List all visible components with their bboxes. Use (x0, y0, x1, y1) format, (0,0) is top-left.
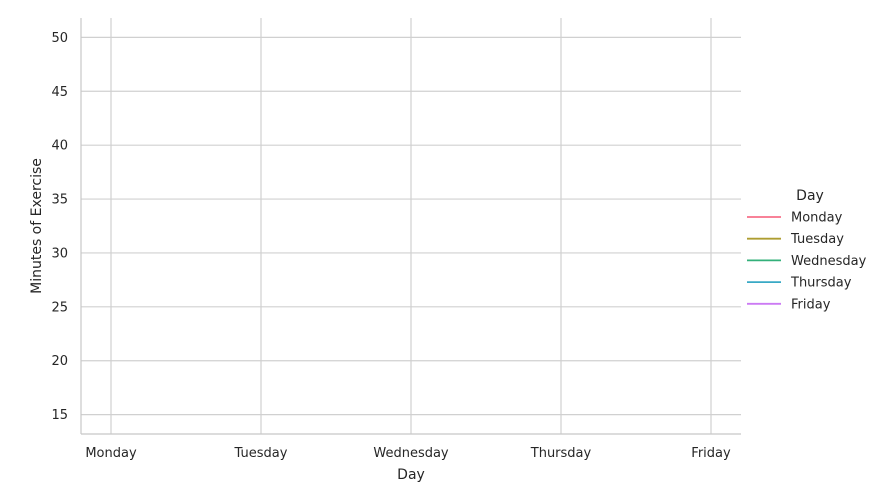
y-tick-label: 40 (51, 139, 68, 154)
x-axis-label: Day (397, 467, 425, 483)
y-tick-label: 45 (51, 85, 68, 100)
legend-entry-label: Wednesday (791, 254, 867, 269)
legend-entry-label: Tuesday (790, 232, 844, 247)
axes-spines (80, 18, 741, 435)
x-tick-label: Thursday (530, 446, 592, 461)
legend-title: Day (796, 188, 824, 204)
x-tick-label: Tuesday (234, 446, 288, 461)
y-axis-label: Minutes of Exercise (29, 158, 45, 294)
grid-layer (81, 18, 741, 434)
y-tick-label: 35 (51, 193, 68, 208)
y-tick-label: 50 (51, 31, 68, 46)
x-tick-label: Monday (85, 446, 137, 461)
legend-entry-label: Monday (791, 211, 843, 226)
y-tick-label: 15 (51, 408, 68, 423)
y-tick-label: 30 (51, 246, 68, 261)
y-tick-label: 25 (51, 300, 68, 315)
legend-entry-label: Friday (791, 297, 831, 312)
legend: Day Monday Tuesday Wednesday Thursday Friday (747, 188, 867, 312)
x-tick-label: Wednesday (373, 446, 449, 461)
y-tick-label: 20 (51, 354, 68, 369)
x-tick-label: Friday (691, 446, 731, 461)
legend-entry-label: Thursday (790, 276, 852, 291)
tick-labels: 15 20 25 30 35 40 45 50 Monday Tuesday Wednesday Th… (51, 31, 731, 461)
